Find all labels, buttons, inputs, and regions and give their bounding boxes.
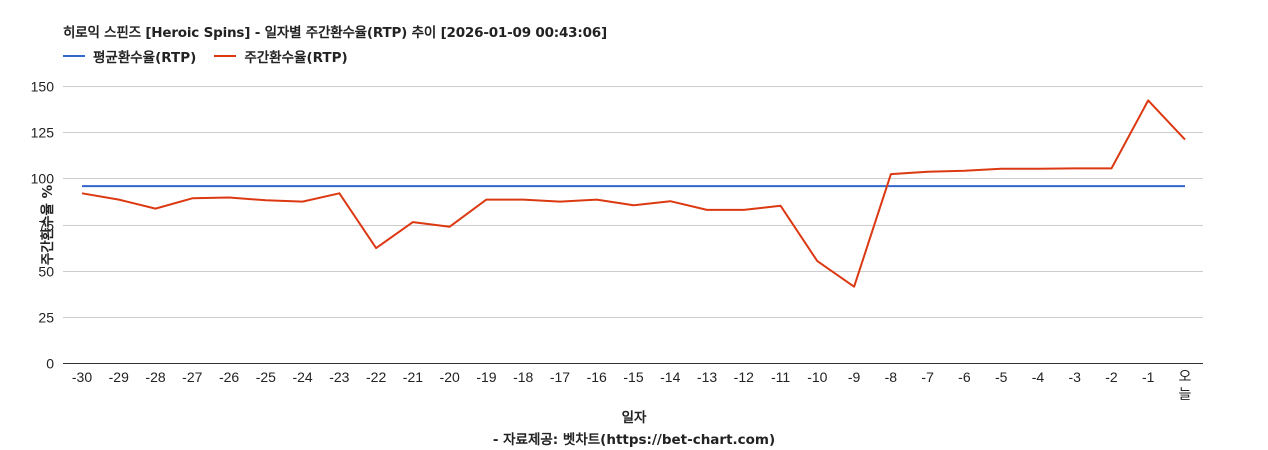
x-tick-label: -26: [219, 369, 239, 385]
x-tick-label: -8: [885, 369, 898, 385]
x-axis-label-wrap: 일자: [0, 406, 1268, 426]
legend-item-weekly[interactable]: 주간환수율(RTP): [214, 46, 348, 66]
series-lines: [81, 99, 1186, 288]
x-tick-label: -29: [109, 369, 129, 385]
x-tick-label: -14: [660, 369, 680, 385]
weekly-rtp-line[interactable]: [81, 99, 1186, 288]
x-tick-label: -23: [329, 369, 349, 385]
x-tick-label: -9: [848, 369, 861, 385]
source-credit: - 자료제공: 벳차트(https://bet-chart.com): [492, 432, 776, 448]
y-tick-label: 25: [38, 310, 54, 326]
x-tick-label: -27: [182, 369, 202, 385]
x-tick-label: -15: [623, 369, 643, 385]
y-tick-label: 0: [46, 356, 54, 372]
x-tick-label: -4: [1032, 369, 1045, 385]
x-tick-label: -12: [734, 369, 754, 385]
x-tick-label: -11: [771, 369, 790, 385]
x-tick-label: -6: [958, 369, 971, 385]
x-tick-label: -19: [476, 369, 496, 385]
legend-swatch-weekly: [214, 55, 237, 57]
x-tick-label: -16: [587, 369, 607, 385]
x-tick-label: -24: [292, 369, 312, 385]
x-tick-label: -17: [550, 369, 570, 385]
x-tick-label: -13: [697, 369, 717, 385]
x-tick-label: -3: [1068, 369, 1081, 385]
x-tick-label: -21: [403, 369, 423, 385]
legend: 평균환수율(RTP) 주간환수율(RTP): [63, 46, 366, 66]
x-tick-label: -7: [921, 369, 934, 385]
x-tick-label: -22: [366, 369, 386, 385]
y-tick-label: 125: [31, 125, 55, 141]
x-tick-label: -25: [256, 369, 276, 385]
x-tick-label: -2: [1105, 369, 1118, 385]
legend-item-average[interactable]: 평균환수율(RTP): [63, 46, 196, 66]
x-tick-label: 오: [1179, 369, 1192, 385]
legend-label-average: 평균환수율(RTP): [93, 50, 197, 66]
x-tick-label: -10: [807, 369, 827, 385]
x-tick-label: -20: [440, 369, 460, 385]
x-axis-ticks: -30 -29 -28 -27 -26 -25 -24 -23 -22 -21 -20 -19 -18 -…: [72, 369, 1192, 403]
x-tick-label: -28: [145, 369, 165, 385]
x-tick-label: 늘: [1179, 387, 1192, 403]
y-axis-ticks: 0 25 50 75 100 125 150: [31, 79, 55, 372]
x-tick-label: -30: [72, 369, 92, 385]
chart-title: 히로익 스핀즈 [Heroic Spins] - 일자별 주간환수율(RTP) …: [63, 25, 607, 41]
legend-label-weekly: 주간환수율(RTP): [244, 50, 348, 66]
x-tick-label: -18: [513, 369, 533, 385]
y-tick-label: 150: [31, 79, 55, 95]
legend-swatch-average: [63, 55, 85, 57]
y-tick-label: 100: [31, 171, 55, 187]
x-tick-label: -1: [1142, 369, 1155, 385]
gridlines: [63, 86, 1203, 364]
x-tick-label: -5: [995, 369, 1008, 385]
y-tick-label: 50: [38, 264, 54, 280]
y-axis-label: 주간환수율 %: [40, 184, 57, 266]
y-tick-label: 75: [38, 218, 54, 234]
x-axis-label: 일자: [621, 410, 647, 426]
